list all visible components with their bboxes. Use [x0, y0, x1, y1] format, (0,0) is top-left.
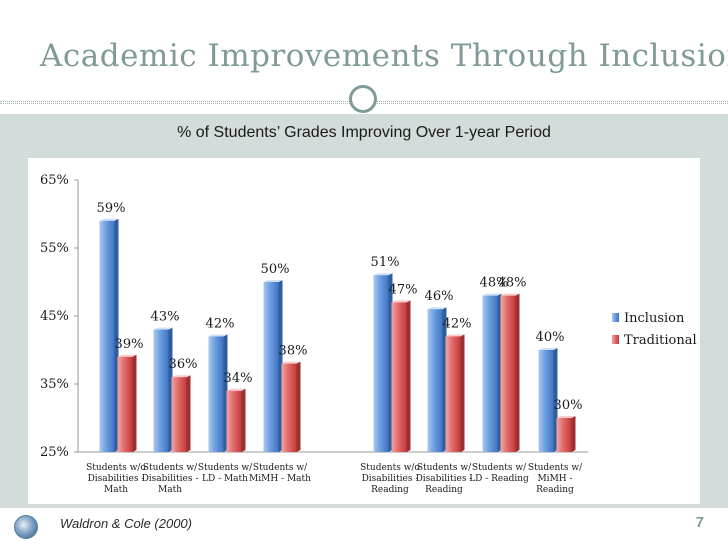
- data-label-traditional: 34%: [224, 371, 253, 386]
- bar-top-inclusion: [263, 280, 283, 282]
- category-label: Reading: [371, 485, 409, 495]
- chart-legend: Inclusion Traditional: [612, 311, 697, 348]
- bar-inclusion: [373, 275, 389, 452]
- category-label: Math: [158, 485, 182, 495]
- category-label: Students w/: [198, 463, 253, 473]
- data-label-traditional: 36%: [169, 357, 198, 372]
- bar-inclusion: [263, 282, 279, 452]
- bar-inclusion: [208, 336, 224, 452]
- bar-inclusion: [99, 220, 115, 452]
- bar-inclusion: [427, 309, 443, 452]
- data-label-traditional: 42%: [443, 316, 472, 331]
- category-label: Students w/: [417, 463, 472, 473]
- bar-traditional: [171, 377, 187, 452]
- bar-traditional: [226, 390, 242, 452]
- category-label: Students w/o: [86, 463, 146, 473]
- bar-side-traditional: [460, 334, 465, 452]
- y-tick-label: 65%: [40, 173, 69, 188]
- bar-top-inclusion: [99, 218, 119, 221]
- y-tick-label: 25%: [40, 445, 69, 460]
- bar-top-inclusion: [427, 307, 447, 310]
- data-label-inclusion: 50%: [261, 262, 290, 277]
- data-label-traditional: 48%: [498, 276, 527, 291]
- category-label: MiMH -: [537, 474, 572, 484]
- bar-top-traditional: [171, 375, 191, 378]
- slide-title: Academic Improvements Through Inclusion: [40, 38, 728, 74]
- bar-traditional: [281, 363, 297, 452]
- bar-side-traditional: [571, 416, 576, 452]
- ring-ornament-icon: [349, 85, 377, 113]
- bar-top-traditional: [281, 361, 301, 364]
- bar-side-traditional: [406, 300, 411, 452]
- bar-top-traditional: [117, 354, 137, 357]
- bar-inclusion: [538, 350, 554, 452]
- category-label: Disabilities -: [88, 474, 145, 484]
- bar-top-traditional: [391, 300, 411, 303]
- category-label: Students w/: [528, 463, 583, 473]
- bar-top-traditional: [500, 293, 520, 296]
- bar-side-traditional: [132, 354, 137, 452]
- category-label: Disabilities -: [416, 474, 473, 484]
- bar-traditional: [500, 295, 516, 452]
- bar-traditional: [556, 418, 572, 452]
- bar-top-inclusion: [373, 273, 393, 276]
- bar-top-traditional: [226, 388, 246, 391]
- y-tick-label: 55%: [40, 241, 69, 256]
- footer-bar: [0, 508, 728, 546]
- bar-top-inclusion: [208, 334, 228, 337]
- category-label: Math: [104, 485, 128, 495]
- legend-label-inclusion: Inclusion: [624, 311, 685, 326]
- bar-side-traditional: [515, 293, 520, 452]
- category-label: Reading: [536, 485, 574, 495]
- bar-traditional: [445, 336, 461, 452]
- bar-top-inclusion: [153, 327, 173, 330]
- data-label-inclusion: 43%: [151, 310, 180, 325]
- data-label-traditional: 30%: [554, 398, 583, 413]
- category-label: Students w/: [253, 463, 308, 473]
- chart-panel: [28, 158, 700, 504]
- citation: Waldron & Cole (2000): [60, 516, 192, 531]
- data-label-inclusion: 40%: [536, 330, 565, 345]
- bar-side-traditional: [296, 361, 301, 452]
- bar-inclusion: [482, 295, 498, 452]
- chart-title: % of Students’ Grades Improving Over 1-y…: [177, 124, 551, 141]
- category-label: LD - Reading: [469, 474, 529, 484]
- bar-side-traditional: [186, 375, 191, 452]
- bar-top-inclusion: [482, 293, 502, 296]
- category-label: Reading: [425, 485, 463, 495]
- category-label: MiMH - Math: [249, 474, 311, 484]
- slide-number: 7: [695, 514, 704, 531]
- category-label: Students w/: [143, 463, 198, 473]
- bar-traditional: [117, 356, 133, 452]
- legend-swatch-traditional: [612, 335, 619, 344]
- legend-swatch-inclusion: [612, 313, 619, 322]
- logo-icon: [14, 515, 38, 539]
- data-label-inclusion: 59%: [97, 201, 126, 216]
- y-tick-label: 45%: [40, 309, 69, 324]
- bar-side-traditional: [241, 388, 246, 452]
- category-label: Disabilities -: [142, 474, 199, 484]
- data-label-inclusion: 42%: [206, 316, 235, 331]
- data-label-inclusion: 48%: [480, 276, 509, 291]
- data-label-traditional: 38%: [279, 344, 308, 359]
- bar-top-inclusion: [538, 348, 558, 350]
- bar-top-traditional: [445, 334, 465, 337]
- data-label-traditional: 39%: [115, 337, 144, 352]
- data-label-traditional: 47%: [389, 282, 418, 297]
- category-label: Students w/o: [360, 463, 420, 473]
- chart-data-labels: 59% 43% 42% 50% 51% 46% 48% 40% 39% 36% 34% 38% 47% 4…: [97, 201, 583, 413]
- bar-top-traditional: [556, 416, 576, 418]
- legend-label-traditional: Traditional: [624, 333, 697, 348]
- category-label: Disabilities -: [362, 474, 419, 484]
- bar-inclusion: [153, 329, 169, 452]
- bar-traditional: [391, 302, 407, 452]
- chart-bars: [99, 218, 576, 452]
- y-tick-label: 35%: [40, 377, 69, 392]
- category-label: LD - Math: [202, 474, 248, 484]
- data-label-inclusion: 51%: [371, 255, 400, 270]
- category-label: Students w/: [472, 463, 527, 473]
- data-label-inclusion: 46%: [425, 289, 454, 304]
